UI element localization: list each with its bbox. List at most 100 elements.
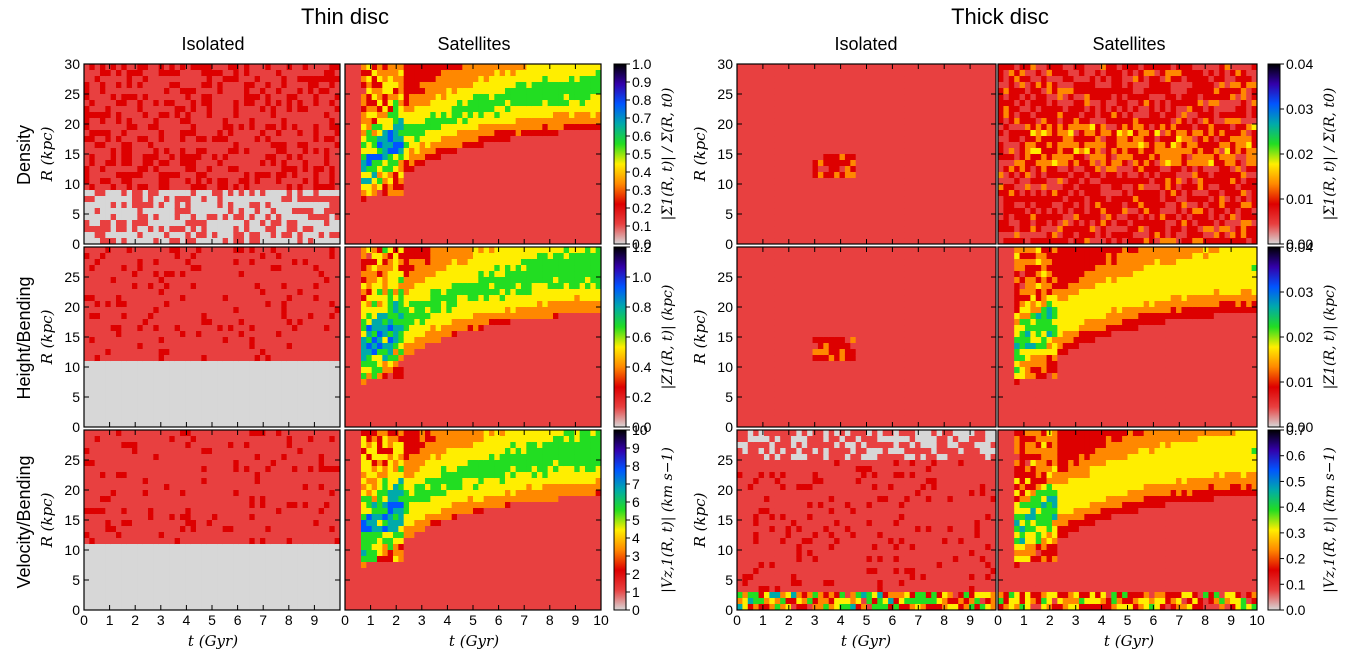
heatmap-cell xyxy=(292,253,298,260)
heatmap-cell xyxy=(553,100,559,107)
heatmap-cell xyxy=(89,166,96,173)
heatmap-cell xyxy=(403,349,410,356)
heatmap-cell xyxy=(217,238,224,245)
heatmap-cell xyxy=(526,70,533,77)
heatmap-cell xyxy=(419,385,426,392)
heatmap-cell xyxy=(553,238,559,245)
heatmap-cell xyxy=(313,271,320,278)
heatmap-cell xyxy=(281,337,288,344)
heatmap-cell xyxy=(377,367,383,374)
heatmap-cell xyxy=(105,289,112,296)
heatmap-cell xyxy=(366,64,373,71)
heatmap-cell xyxy=(313,226,320,233)
heatmap-cell xyxy=(297,367,304,374)
heatmap-cell xyxy=(206,184,213,191)
heatmap-cell xyxy=(212,238,218,245)
heatmap-cell xyxy=(590,202,597,209)
heatmap-cell xyxy=(249,253,256,260)
heatmap-cell xyxy=(137,319,144,326)
heatmap-cell xyxy=(153,106,160,113)
heatmap-cell xyxy=(105,319,112,326)
heatmap-cell xyxy=(521,88,527,95)
heatmap-cell xyxy=(292,142,298,149)
heatmap-cell xyxy=(403,142,410,149)
heatmap-cell xyxy=(158,154,165,161)
heatmap-cell xyxy=(116,130,122,137)
heatmap-cell xyxy=(228,277,234,284)
heatmap-cell xyxy=(419,283,426,290)
heatmap-cell xyxy=(169,247,176,254)
heatmap-cell xyxy=(180,361,186,368)
heatmap-cell xyxy=(345,208,351,215)
heatmap-cell xyxy=(430,148,437,155)
heatmap-cell xyxy=(148,373,154,380)
heatmap-cell xyxy=(132,283,138,290)
heatmap-cell xyxy=(121,361,128,368)
heatmap-cell xyxy=(137,343,144,350)
heatmap-cell xyxy=(430,355,437,362)
heatmap-cell xyxy=(174,70,181,77)
heatmap-cell xyxy=(153,415,160,422)
heatmap-cell xyxy=(334,196,341,203)
heatmap-cell xyxy=(217,379,224,386)
heatmap-cell xyxy=(377,238,383,245)
heatmap-cell xyxy=(414,307,421,314)
heatmap-cell xyxy=(430,307,437,314)
heatmap-cell xyxy=(286,124,293,131)
heatmap-cell xyxy=(569,70,575,77)
heatmap-cell xyxy=(430,100,437,107)
heatmap-cell xyxy=(132,232,138,239)
heatmap-cell xyxy=(164,82,170,89)
heatmap-cell xyxy=(281,295,288,302)
heatmap-cell xyxy=(345,196,351,203)
heatmap-cell xyxy=(313,136,320,143)
heatmap-cell xyxy=(590,64,597,71)
heatmap-cell xyxy=(425,337,431,344)
heatmap-cell xyxy=(403,154,410,161)
heatmap-cell xyxy=(137,178,144,185)
heatmap-cell xyxy=(126,118,133,125)
heatmap-cell xyxy=(324,355,330,362)
heatmap-cell xyxy=(121,178,128,185)
heatmap-cell xyxy=(174,289,181,296)
heatmap-cell xyxy=(494,178,501,185)
heatmap-cell xyxy=(281,343,288,350)
heatmap-cell xyxy=(244,136,250,143)
heatmap-cell xyxy=(260,70,266,77)
heatmap-cell xyxy=(308,343,314,350)
heatmap-cell xyxy=(238,325,245,332)
heatmap-cell xyxy=(84,88,90,95)
heatmap-cell xyxy=(419,361,426,368)
heatmap-cell xyxy=(169,70,176,77)
heatmap-cell xyxy=(265,343,272,350)
heatmap-cell xyxy=(318,307,325,314)
heatmap-cell xyxy=(190,70,197,77)
heatmap-cell xyxy=(222,76,229,83)
heatmap-cell xyxy=(142,265,149,272)
heatmap-cell xyxy=(537,160,543,167)
heatmap-cell xyxy=(286,343,293,350)
heatmap-cell xyxy=(334,214,341,221)
heatmap-cell xyxy=(169,130,176,137)
heatmap-cell xyxy=(355,166,362,173)
heatmap-cell xyxy=(174,337,181,344)
heatmap-cell xyxy=(425,220,431,227)
heatmap-cell xyxy=(318,238,325,245)
heatmap-cell xyxy=(153,232,160,239)
heatmap-cell xyxy=(270,373,277,380)
heatmap-cell xyxy=(382,277,389,284)
heatmap-cell xyxy=(355,397,362,404)
heatmap-cell xyxy=(308,325,314,332)
heatmap-cell xyxy=(142,166,149,173)
heatmap-cell xyxy=(553,154,559,161)
heatmap-cell xyxy=(510,148,517,155)
heatmap-cell xyxy=(281,202,288,209)
heatmap-cell xyxy=(217,421,224,428)
heatmap-cell xyxy=(164,391,170,398)
heatmap-cell xyxy=(371,331,378,338)
heatmap-cell xyxy=(158,421,165,428)
heatmap-cell xyxy=(206,337,213,344)
heatmap-cell xyxy=(462,148,469,155)
heatmap-cell xyxy=(84,313,90,320)
heatmap-cell xyxy=(174,385,181,392)
